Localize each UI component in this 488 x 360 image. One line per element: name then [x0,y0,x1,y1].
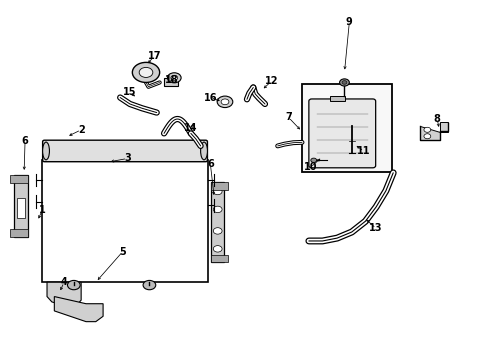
Polygon shape [54,297,103,321]
Polygon shape [419,126,439,140]
Bar [329,96,345,101]
Circle shape [213,246,222,252]
Text: 16: 16 [203,93,217,103]
Circle shape [213,206,222,213]
Text: 4: 4 [61,277,67,287]
Circle shape [213,188,222,195]
Circle shape [423,134,430,139]
Text: 1: 1 [39,206,45,216]
Ellipse shape [200,142,207,160]
Circle shape [132,62,159,82]
Circle shape [221,99,228,105]
Bar [10,229,28,237]
Text: 17: 17 [147,51,161,61]
Bar [10,175,28,183]
Bar [17,198,25,218]
Text: 6: 6 [21,136,28,145]
Circle shape [139,67,153,77]
Circle shape [423,127,430,132]
Ellipse shape [42,142,49,160]
Circle shape [167,73,181,83]
Text: 10: 10 [303,162,316,172]
Circle shape [67,280,80,290]
Circle shape [217,96,232,108]
Bar [211,255,227,262]
Text: 8: 8 [433,114,440,124]
Text: 3: 3 [124,153,131,163]
Circle shape [310,158,316,162]
Text: 12: 12 [264,76,278,86]
Circle shape [170,75,177,80]
Polygon shape [47,282,81,306]
FancyBboxPatch shape [308,99,375,168]
Text: 14: 14 [184,123,197,133]
Bar [211,182,224,262]
Text: 5: 5 [119,247,126,257]
Bar [163,78,177,86]
Bar [211,182,227,190]
Text: 18: 18 [164,75,178,85]
Circle shape [341,81,346,84]
Bar [14,175,28,237]
Polygon shape [439,122,447,132]
Text: 2: 2 [78,125,84,135]
Circle shape [143,280,156,290]
Text: 9: 9 [345,17,352,27]
FancyBboxPatch shape [42,140,207,162]
Bar [42,160,207,282]
Text: 13: 13 [368,224,382,233]
Text: 7: 7 [285,112,291,122]
Text: 6: 6 [206,159,213,169]
Text: 11: 11 [357,146,370,156]
Bar [302,84,391,172]
Circle shape [213,228,222,234]
Circle shape [339,79,348,86]
Text: 15: 15 [123,87,136,97]
